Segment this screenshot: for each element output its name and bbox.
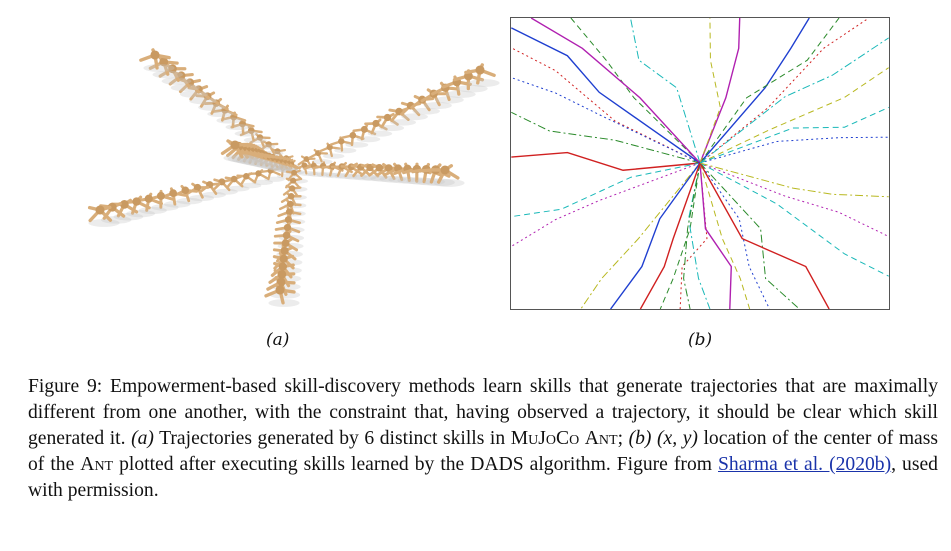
ant-figure bbox=[264, 283, 300, 307]
center-of-mass-trajectory-plot bbox=[510, 17, 890, 310]
trajectory-line bbox=[699, 162, 800, 309]
ant-figure bbox=[352, 124, 381, 143]
trajectory-line bbox=[699, 162, 830, 309]
ant-figure bbox=[431, 81, 464, 104]
trajectory-line bbox=[511, 27, 701, 164]
ant-figure bbox=[87, 205, 120, 227]
trajectory-line bbox=[610, 162, 701, 309]
ant-figure bbox=[350, 163, 377, 181]
trajectory-line bbox=[699, 162, 889, 198]
trajectory-line bbox=[699, 18, 840, 164]
figure-caption: Figure 9: Empowerment-based skill-discov… bbox=[28, 376, 939, 501]
trajectory-line bbox=[511, 162, 701, 218]
trajectory-line bbox=[511, 151, 701, 171]
trajectory-line bbox=[511, 77, 701, 164]
ant-figure bbox=[148, 55, 183, 79]
ant-figure bbox=[224, 175, 250, 192]
ant-figure bbox=[168, 70, 200, 92]
trajectory-line bbox=[683, 162, 701, 309]
caption-mujoco: MuJoCo bbox=[510, 428, 580, 449]
trajectory-line bbox=[699, 162, 732, 309]
trajectory-line bbox=[699, 18, 870, 164]
ant-figure bbox=[329, 136, 357, 154]
trajectory-line bbox=[699, 162, 889, 237]
ant-figure bbox=[220, 139, 255, 162]
trajectory-line bbox=[580, 162, 701, 309]
ant-figure bbox=[248, 169, 274, 186]
ant-figure bbox=[187, 85, 217, 105]
ant-figure bbox=[139, 48, 175, 72]
trajectory-line bbox=[699, 136, 889, 164]
trajectory-line bbox=[699, 162, 770, 309]
trajectory-line bbox=[699, 162, 889, 277]
caption-label-a: (a) bbox=[131, 428, 154, 449]
subfigure-label-b: (b) bbox=[688, 330, 713, 350]
ant-figure bbox=[146, 189, 179, 211]
citation-link[interactable]: Sharma et al. (2020b) bbox=[718, 454, 892, 475]
trajectory-line bbox=[530, 18, 701, 164]
caption-part-b: location of the center of mass of the bbox=[28, 428, 939, 475]
trajectory-line bbox=[629, 18, 701, 164]
ant-figure bbox=[308, 148, 333, 165]
trajectory-line bbox=[639, 162, 701, 309]
ant-figure bbox=[99, 202, 132, 224]
ant-figure bbox=[364, 118, 393, 137]
ant-figure bbox=[239, 125, 267, 144]
subfigure-label-a: (a) bbox=[266, 330, 290, 350]
ant-trajectories-rendering bbox=[87, 48, 500, 307]
ant-figure bbox=[236, 172, 262, 189]
caption-part-a: Trajectories generated by 6 distinct ski… bbox=[159, 428, 506, 449]
ant-figure bbox=[430, 164, 465, 187]
ant-figure bbox=[464, 63, 500, 87]
ant-figure bbox=[341, 130, 369, 148]
trajectory-line bbox=[699, 37, 889, 164]
ant-figure bbox=[212, 178, 238, 195]
trajectory-line bbox=[699, 162, 751, 309]
trajectory-line bbox=[699, 67, 889, 164]
trajectory-line bbox=[699, 18, 741, 164]
caption-label-b: (b) bbox=[628, 428, 652, 449]
ant-figure bbox=[441, 75, 476, 98]
trajectory-line bbox=[511, 111, 701, 164]
ant-figure bbox=[185, 182, 215, 202]
caption-intro: Figure 9: Empowerment-based skill-discov… bbox=[28, 376, 938, 449]
trajectory-line bbox=[511, 162, 701, 247]
trajectory-line bbox=[699, 106, 889, 164]
trajectory-line bbox=[699, 18, 721, 164]
trajectory-line bbox=[699, 18, 810, 164]
caption-suffix: , used with permission. bbox=[28, 454, 938, 501]
ant-figure bbox=[260, 166, 285, 182]
caption-ant-2: Ant bbox=[80, 454, 114, 475]
trajectory-line bbox=[659, 162, 701, 309]
caption-part-b-rest: plotted after executing skills learned b… bbox=[119, 454, 712, 475]
trajectory-line bbox=[511, 47, 701, 164]
caption-coord: (x, y) bbox=[657, 428, 698, 449]
caption-ant: Ant bbox=[584, 428, 618, 449]
